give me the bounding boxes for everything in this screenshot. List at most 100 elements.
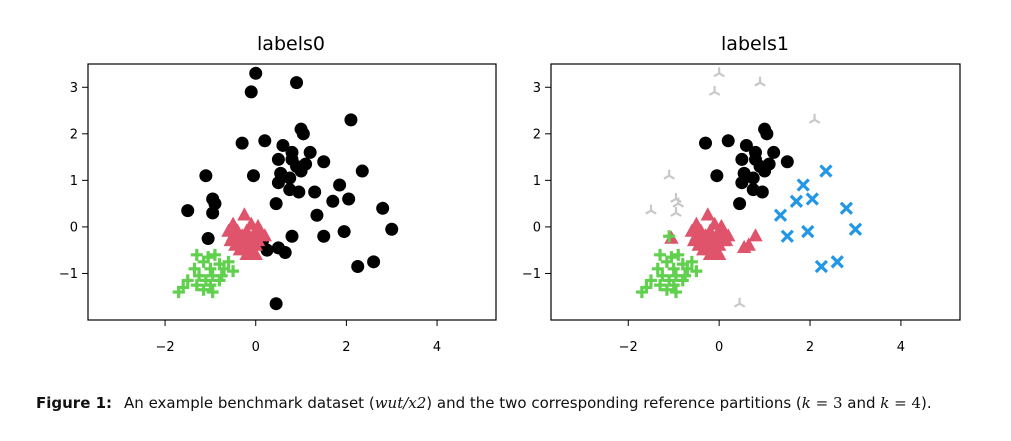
data-point xyxy=(670,206,682,217)
data-point xyxy=(351,259,365,273)
data-point xyxy=(246,169,260,183)
y-tick-label: 2 xyxy=(70,127,78,142)
caption-text: and xyxy=(842,394,881,412)
data-point xyxy=(696,242,711,256)
x-tick-label: −2 xyxy=(619,340,638,355)
data-point xyxy=(181,204,195,218)
data-point xyxy=(206,206,220,220)
figure-caption: Figure 1: An example benchmark dataset (w… xyxy=(36,394,996,412)
data-point xyxy=(296,127,310,141)
data-point xyxy=(700,207,715,221)
scatter-points xyxy=(172,66,399,311)
y-tick-label: 0 xyxy=(70,220,78,235)
data-point xyxy=(199,169,213,183)
data-point xyxy=(188,262,201,275)
data-point xyxy=(702,246,718,261)
data-point xyxy=(197,255,210,268)
data-point xyxy=(819,164,833,178)
data-point xyxy=(283,171,297,185)
data-point xyxy=(197,283,210,296)
data-point xyxy=(656,269,669,282)
plot-frame xyxy=(87,63,497,321)
data-point xyxy=(796,178,810,192)
data-point xyxy=(193,269,206,282)
caption-k: k xyxy=(801,394,811,412)
data-point xyxy=(260,243,274,257)
data-point xyxy=(670,192,682,203)
data-point xyxy=(708,85,721,96)
data-point xyxy=(271,176,285,190)
data-point xyxy=(801,224,815,239)
x-axis: −2 0 2 4 xyxy=(155,320,441,355)
y-axis: −1 0 1 2 3 xyxy=(59,81,88,282)
data-point xyxy=(208,248,221,261)
data-point xyxy=(755,185,769,199)
data-point xyxy=(201,232,215,246)
caption-text: ) and the two corresponding reference pa… xyxy=(426,394,802,412)
data-point xyxy=(248,246,263,261)
x-tick-label: −2 xyxy=(155,340,174,355)
data-point xyxy=(344,113,358,127)
data-point xyxy=(660,283,673,296)
scatter-points xyxy=(635,67,863,308)
data-point xyxy=(294,164,308,178)
data-point xyxy=(663,230,676,243)
x-tick-label: 0 xyxy=(252,340,260,355)
data-point xyxy=(733,297,746,308)
data-point xyxy=(654,279,667,292)
data-point xyxy=(654,248,667,261)
data-point xyxy=(190,279,203,292)
data-point xyxy=(667,262,680,275)
data-point xyxy=(317,229,331,243)
panel-title: labels0 xyxy=(257,33,325,55)
data-point xyxy=(645,204,657,215)
x-tick-label: 4 xyxy=(897,340,905,355)
data-point xyxy=(172,286,185,299)
data-point xyxy=(218,262,230,275)
data-point xyxy=(676,274,689,287)
data-point xyxy=(235,136,249,150)
data-point xyxy=(285,229,299,243)
panel-labels0: labels0 −2 0 2 4 −1 0 1 2 3 xyxy=(59,33,497,355)
data-point xyxy=(735,176,749,190)
caption-k-value: = 3 xyxy=(810,394,843,412)
data-point xyxy=(685,255,698,268)
data-point xyxy=(672,248,685,261)
data-point xyxy=(269,197,283,211)
x-axis: −2 0 2 4 xyxy=(619,320,905,355)
data-point xyxy=(733,197,747,211)
data-point xyxy=(227,265,240,278)
data-point xyxy=(367,255,381,269)
data-point xyxy=(326,194,340,208)
caption-label: Figure 1: xyxy=(36,394,113,412)
data-point xyxy=(713,67,725,78)
x-tick-label: 0 xyxy=(715,340,723,355)
data-point xyxy=(239,246,254,261)
caption-text: An example benchmark dataset ( xyxy=(124,394,375,412)
data-point xyxy=(848,222,863,236)
data-point xyxy=(204,262,217,275)
data-point xyxy=(271,152,285,166)
panel-title: labels1 xyxy=(721,33,789,55)
caption-dataset: wut/x2 xyxy=(374,394,427,412)
y-tick-label: 0 xyxy=(533,220,541,235)
data-point xyxy=(669,286,682,299)
data-point xyxy=(830,255,844,269)
data-point xyxy=(308,185,322,199)
plot-frame xyxy=(550,63,961,321)
data-point xyxy=(739,138,753,152)
data-point xyxy=(789,194,804,208)
data-point xyxy=(667,279,680,292)
data-point xyxy=(292,185,306,199)
data-point xyxy=(814,259,829,274)
data-point xyxy=(278,246,292,260)
data-point xyxy=(651,262,664,275)
data-point xyxy=(839,201,854,215)
data-point xyxy=(204,279,217,292)
data-point xyxy=(748,228,763,242)
data-point xyxy=(310,208,324,222)
data-point xyxy=(754,76,766,87)
data-point xyxy=(635,286,648,299)
data-point xyxy=(213,274,226,287)
